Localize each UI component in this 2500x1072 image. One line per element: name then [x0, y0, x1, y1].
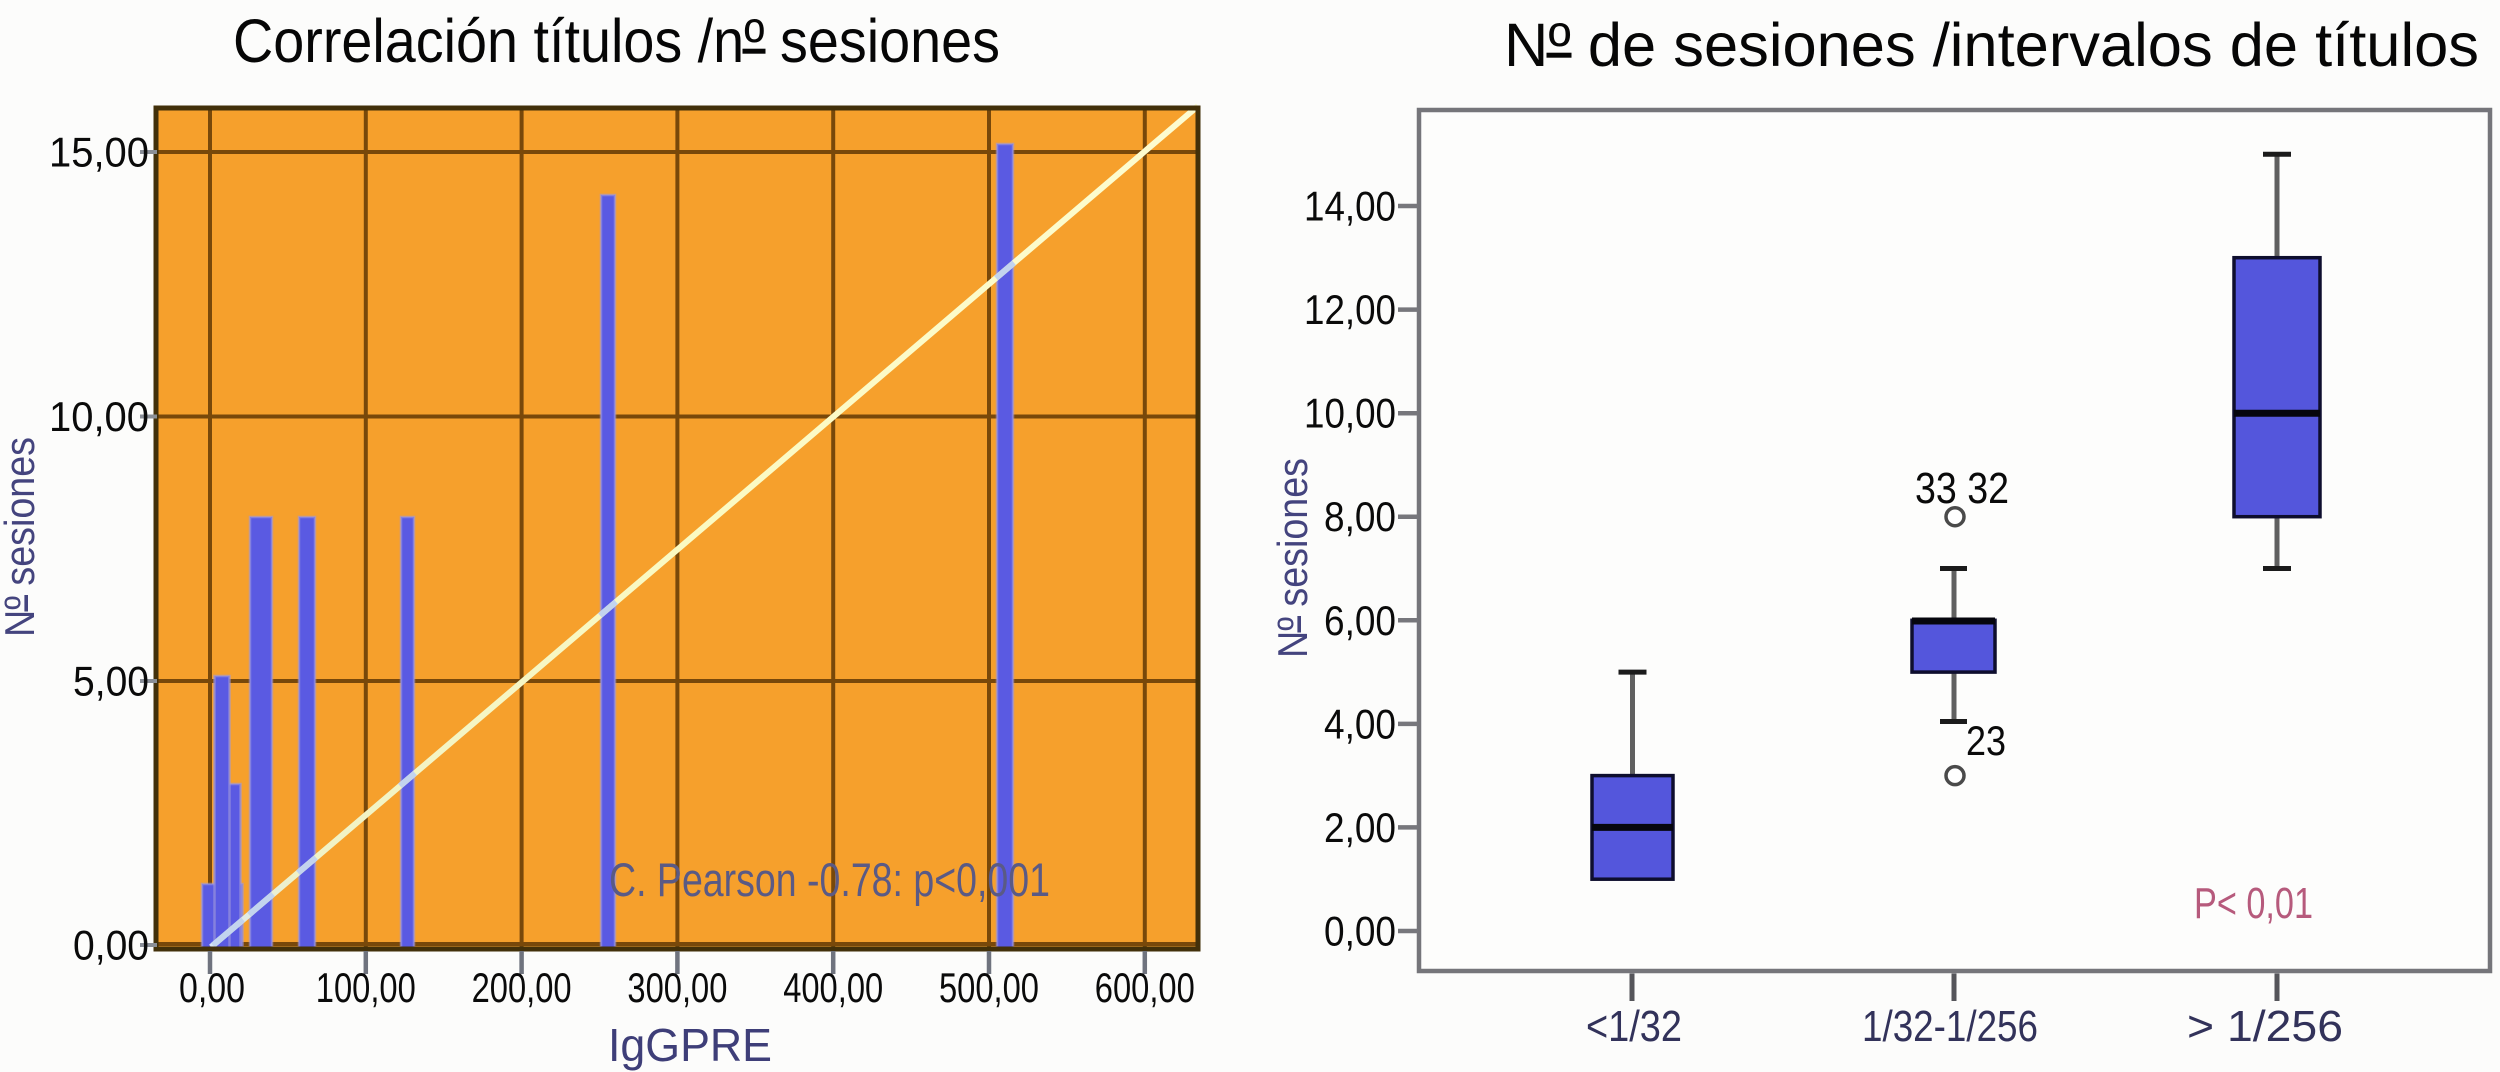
svg-text:Correlación títulos /nº sesion: Correlación títulos /nº sesiones: [233, 7, 1000, 75]
svg-text:500,00: 500,00: [939, 964, 1039, 1011]
svg-text:> 1/256: > 1/256: [2187, 1002, 2343, 1051]
svg-text:1/32-1/256: 1/32-1/256: [1862, 1002, 2038, 1051]
svg-text:10,00: 10,00: [49, 393, 149, 440]
svg-text:Nº sesiones: Nº sesiones: [1269, 458, 1316, 658]
svg-text:Nº sesiones: Nº sesiones: [0, 437, 43, 637]
svg-text:Nº de sesiones /intervalos de: Nº de sesiones /intervalos de títulos: [1504, 11, 2479, 79]
svg-text:IgGPRE: IgGPRE: [608, 1019, 772, 1071]
svg-text:600,00: 600,00: [1095, 964, 1195, 1011]
svg-text:0,00: 0,00: [1324, 908, 1396, 955]
svg-text:0,00: 0,00: [73, 922, 149, 969]
svg-text:<1/32: <1/32: [1586, 1002, 1682, 1051]
svg-text:6,00: 6,00: [1324, 597, 1396, 644]
svg-text:2,00: 2,00: [1324, 804, 1396, 851]
svg-text:23: 23: [1966, 717, 2006, 764]
svg-text:100,00: 100,00: [316, 964, 416, 1011]
svg-text:12,00: 12,00: [1304, 286, 1396, 333]
svg-text:4,00: 4,00: [1324, 700, 1396, 747]
svg-text:15,00: 15,00: [49, 129, 149, 176]
svg-text:P< 0,01: P< 0,01: [2194, 879, 2313, 928]
svg-text:8,00: 8,00: [1324, 493, 1396, 540]
svg-text:300,00: 300,00: [627, 964, 727, 1011]
svg-text:0,00: 0,00: [179, 964, 245, 1011]
svg-text:5,00: 5,00: [73, 658, 149, 705]
svg-text:400,00: 400,00: [783, 964, 883, 1011]
svg-text:10,00: 10,00: [1304, 390, 1396, 437]
svg-text:C. Pearson -0.78: p<0,001: C. Pearson -0.78: p<0,001: [609, 853, 1050, 906]
svg-text:33 32: 33 32: [1915, 464, 2009, 513]
svg-text:200,00: 200,00: [472, 964, 572, 1011]
svg-text:14,00: 14,00: [1304, 183, 1396, 230]
